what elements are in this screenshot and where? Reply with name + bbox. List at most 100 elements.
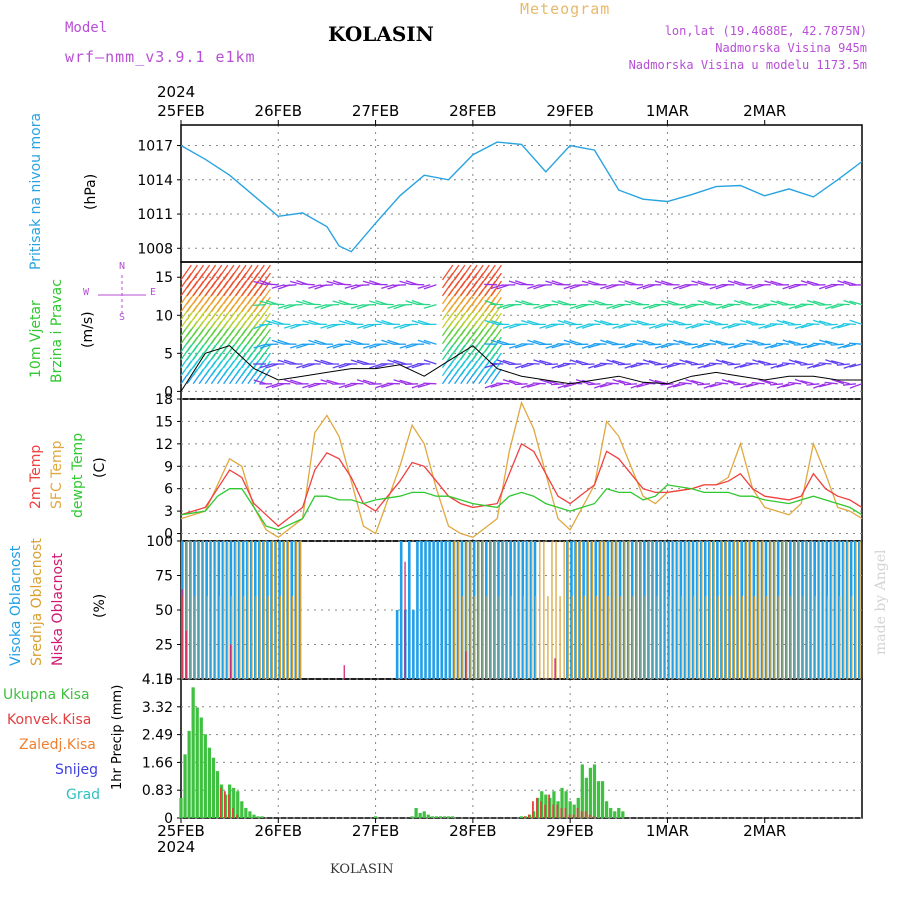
wind-barb [739,319,753,326]
mid-cloud-bar [758,541,760,679]
high-cloud-bar [505,541,508,679]
wind-barb [557,319,571,326]
high-cloud-bar [412,610,415,679]
high-cloud-bar [570,541,573,679]
total-precip-bar [203,734,207,818]
compass-w: W [83,287,90,298]
wind-barb [764,323,778,329]
wind-barb [727,363,741,366]
low-cloud-bar [404,561,406,679]
high-cloud-bar [489,541,492,679]
wind-barb [715,340,729,345]
high-cloud-bar [185,541,188,679]
wind-barb [813,383,826,389]
mid-cloud-bar [223,541,225,679]
wind-barb [417,284,431,290]
high-cloud-bar [663,541,666,679]
wind-barb [551,363,565,369]
conv-precip-bar [532,801,534,818]
wind-barb [502,378,516,385]
precip-bars [179,687,625,818]
total-precip-bar [450,816,455,818]
total-precip-bar [183,754,187,818]
wind-barb [697,280,711,286]
total-precip-bar [560,787,564,818]
high-cloud-bar [456,541,460,679]
mid-cloud-bar [494,541,496,679]
wind-barb [745,320,759,326]
wind-barb [387,303,401,309]
high-cloud-bar [659,541,662,679]
bottom-year: 2024 [157,838,196,856]
total-precip-bar [584,777,588,818]
wind-barb [672,383,686,388]
wind-barb [794,303,808,309]
wind-barb [769,383,784,386]
wind-barb [253,343,267,349]
pressure-tick-label: 1008 [137,241,173,257]
high-cloud-bar [452,541,456,679]
wind-barb [691,343,705,349]
wind-barb [842,322,856,326]
mid-cloud-bar [855,541,857,679]
mid-cloud-bar [721,541,723,679]
low-cloud-bar [554,658,556,679]
mid-cloud-bar [798,541,800,679]
wind-barb [636,362,650,365]
total-precip-bar [568,801,572,818]
high-cloud-bar [683,541,687,679]
high-cloud-bar [213,541,217,679]
high-cloud-bar [266,541,269,679]
mid-cloud-bar [612,541,614,679]
wind-barb [259,352,271,369]
wind-barb [666,342,680,345]
mid-cloud-bar [725,541,727,679]
wind-barb [527,284,540,290]
wind-barb [539,378,553,385]
wind-barb [733,363,747,369]
wind-barb [696,323,711,326]
wind-barb [386,382,400,385]
bottom-date-label: 2MAR [743,822,786,840]
wind-barb [685,378,699,385]
conv-precip-bar [228,794,230,818]
mid-cloud-bar [628,541,630,679]
dewpt-line [180,484,863,531]
wind-barb [332,363,346,369]
conv-precip-bar [223,791,226,818]
mid-cloud-bar [591,541,594,679]
wind-barb [508,343,522,349]
high-cloud-bar [525,541,529,679]
high-cloud-bar [428,541,431,679]
wind-barb [849,363,863,368]
wind-barb [539,323,553,329]
conv-precip-bar [556,804,559,818]
high-cloud-bar [472,541,476,679]
total-precip-bar [613,811,617,818]
wind-barb [739,363,753,368]
mid-cloud-bar [843,541,845,679]
high-cloud-bar [655,541,658,679]
station-title: KOLASIN [328,22,434,46]
wind-barb [527,319,540,326]
wind-barb [326,343,340,349]
high-cloud-bar [732,541,735,679]
wind-barb [800,280,814,286]
high-cloud-bar [639,541,642,679]
wind-barb [721,343,735,346]
conv-precip-bar [544,804,546,818]
mid-cloud-bar [802,596,804,679]
wind-barb [843,363,857,369]
wind-barb [709,383,723,388]
high-cloud-bar [598,541,602,679]
high-cloud-bar [712,541,715,679]
bottom-date-label: 28FEB [449,822,496,840]
high-cloud-bar [776,541,780,679]
wind-barb [812,300,826,306]
wind-barb [769,323,784,326]
wind-barb [350,359,364,365]
high-cloud-bar [395,610,399,679]
wind-barb [660,383,674,386]
wind-barb [843,280,857,286]
wind-barb [770,363,784,369]
